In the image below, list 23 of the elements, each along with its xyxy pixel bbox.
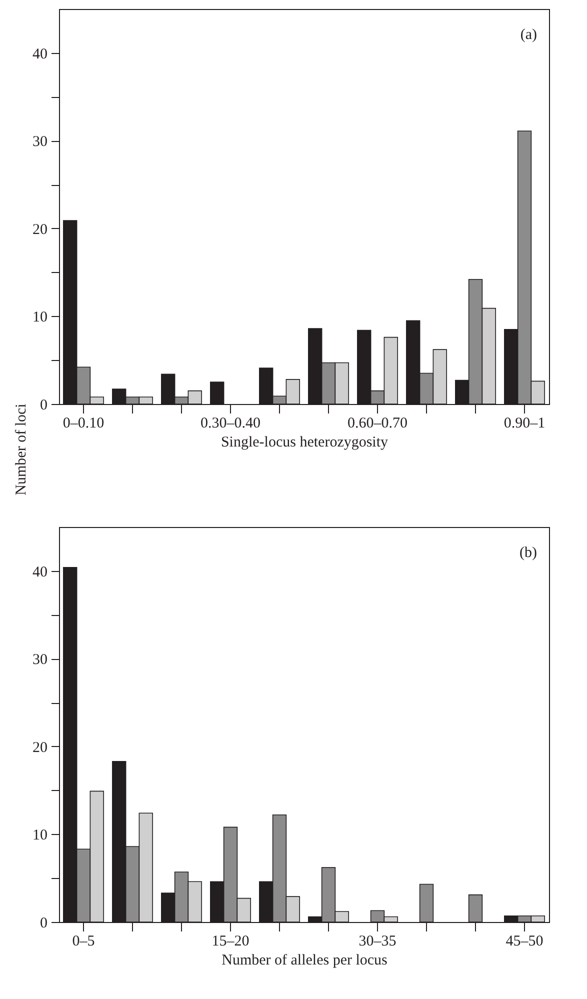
x-tick-label: 0.90–1 <box>504 416 546 432</box>
x-tick-label: 0–5 <box>72 934 95 950</box>
x-tick-label: 30–35 <box>358 934 396 950</box>
y-tick-label: 20 <box>32 222 48 238</box>
y-tick-label: 30 <box>32 652 48 668</box>
y-tick-label: 40 <box>32 46 48 62</box>
x-axis-title: Single-locus heterozygosity <box>220 434 389 450</box>
x-tick-label: 45–50 <box>506 934 544 950</box>
y-tick-label: 40 <box>32 564 48 580</box>
y-axis-title: Number of loci <box>14 404 30 496</box>
y-tick-label: 20 <box>32 740 48 756</box>
x-tick-label: 0.60–0.70 <box>348 416 408 432</box>
y-tick-label: 0 <box>40 398 48 414</box>
annotation: (a) <box>520 27 537 43</box>
x-tick-label: 15–20 <box>212 934 250 950</box>
y-tick-label: 10 <box>32 310 48 326</box>
y-tick-label: 0 <box>40 916 48 932</box>
y-tick-label: 10 <box>32 828 48 844</box>
x-tick-label: 0.30–0.40 <box>200 416 260 432</box>
y-tick-label: 30 <box>32 134 48 150</box>
x-tick-label: 0–0.10 <box>62 416 104 432</box>
annotation: (b) <box>520 545 537 561</box>
x-axis-title: Number of alleles per locus <box>222 952 388 968</box>
